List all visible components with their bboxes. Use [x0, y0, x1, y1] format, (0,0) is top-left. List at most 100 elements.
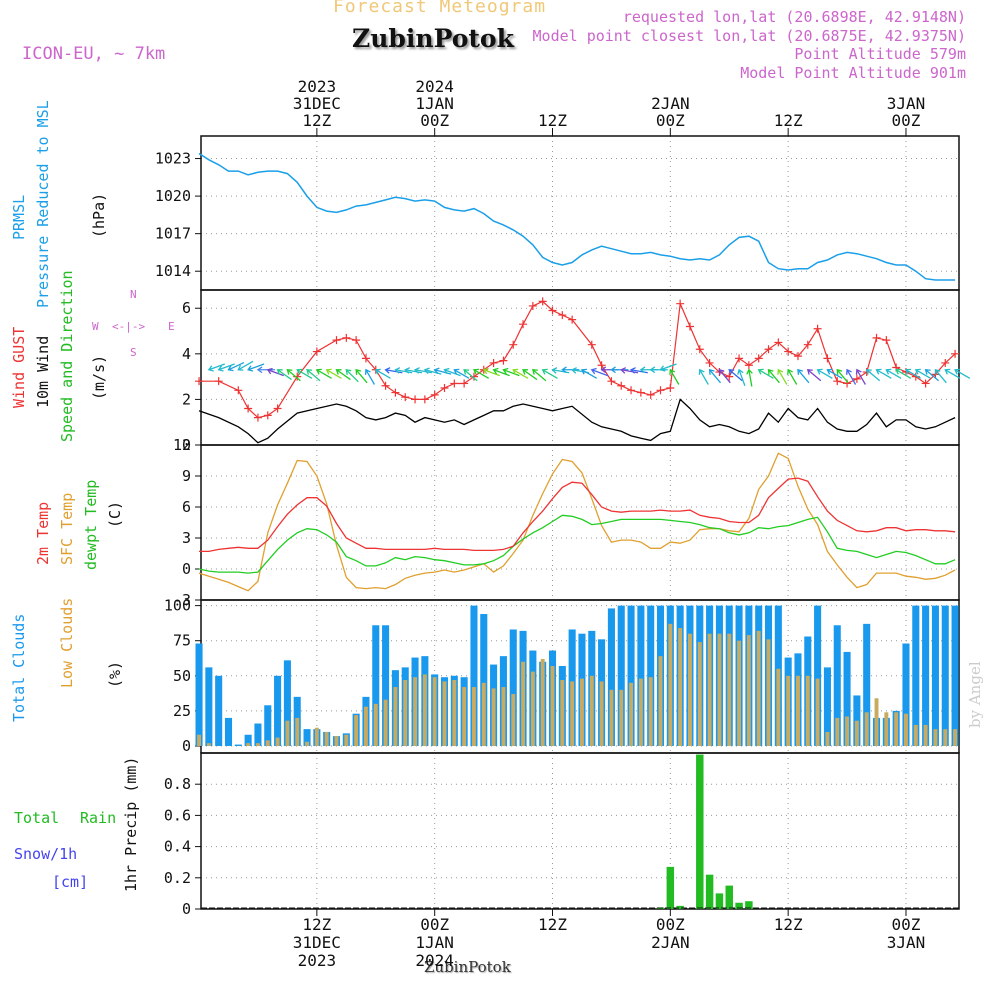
total-cloud-bar	[283, 660, 291, 746]
gust-marker	[627, 386, 636, 395]
bottom-time-label: 1JAN	[415, 933, 454, 952]
wind-arrow	[846, 369, 857, 385]
wind-arrow-head	[404, 367, 411, 374]
bottom-time-label: 2024	[415, 951, 454, 970]
gust-marker	[263, 411, 272, 420]
wind-arrow-head	[580, 368, 587, 375]
bottom-time-label: 12Z	[774, 915, 803, 934]
gust-marker	[695, 345, 704, 354]
wind-arrow	[768, 369, 780, 384]
gust-marker	[617, 381, 626, 390]
total-cloud-bar	[951, 605, 959, 746]
wind-arrow	[709, 369, 722, 384]
wind-arrow	[532, 369, 547, 382]
low-cloud-bar	[491, 688, 496, 746]
wind-arrow	[905, 369, 922, 379]
wind-arrow	[728, 369, 743, 382]
gust-marker	[882, 336, 891, 345]
top-time-label: 00Z	[420, 111, 449, 130]
wind-arrow	[503, 369, 520, 377]
wind-arrow	[365, 369, 376, 385]
panel-frame	[200, 752, 960, 910]
wind-arrow	[512, 369, 529, 379]
wind-arrow-head	[413, 367, 420, 374]
gust-marker	[803, 340, 812, 349]
y-tick-label: 75	[173, 632, 191, 650]
rain-bar	[666, 866, 675, 909]
y-tick-label: 1020	[155, 187, 191, 205]
low-cloud-bar	[422, 674, 427, 746]
gust-marker	[784, 347, 793, 356]
wind-arrow-head	[247, 365, 254, 372]
total-cloud-bar	[372, 625, 380, 746]
wind-arrow-head	[355, 368, 362, 375]
total-cloud-bar	[224, 717, 233, 746]
wind-arrow-head	[315, 368, 322, 375]
sfc-temp-line	[198, 452, 956, 592]
wind-arrow-head	[737, 368, 744, 375]
wind-arrow	[738, 369, 746, 386]
wind-arrow	[621, 369, 639, 374]
wind-arrow-head	[453, 368, 460, 375]
wind-arrow	[866, 369, 881, 382]
y-tick-label: 9	[182, 467, 191, 485]
gust-marker	[538, 297, 547, 306]
wind-arrow	[434, 369, 452, 375]
gust-marker	[921, 379, 930, 388]
wind-arrow-head	[472, 368, 479, 375]
low-cloud-bar	[295, 717, 300, 746]
low-cloud-bar	[442, 681, 447, 746]
low-cloud-bar	[864, 712, 869, 746]
gust-marker	[244, 404, 253, 413]
low-cloud-bar	[668, 623, 673, 746]
wind-arrow	[453, 369, 470, 379]
low-cloud-bar	[383, 699, 388, 746]
wind-arrow-head	[502, 367, 509, 375]
wind-arrow-head	[237, 364, 244, 371]
top-time-label: 00Z	[656, 111, 685, 130]
low-cloud-bar	[913, 724, 918, 746]
bottom-time-label: 12Z	[538, 915, 567, 934]
wind-arrow	[699, 369, 709, 385]
wind-arrow-head	[797, 368, 803, 375]
gust-marker	[411, 395, 420, 404]
low-cloud-bar	[776, 668, 781, 746]
top-time-label: 12Z	[774, 111, 803, 130]
low-cloud-bar	[373, 703, 378, 746]
gust-marker	[705, 358, 714, 367]
wind-arrow-head	[836, 368, 843, 375]
y-tick-label: 50	[173, 667, 191, 685]
y-tick-label: 6	[182, 299, 191, 317]
gust-marker	[607, 377, 616, 386]
wind-arrow-head	[659, 365, 666, 372]
wind-arrow-head	[522, 369, 529, 375]
wind-arrow	[208, 363, 226, 371]
y-tick-label: 0	[182, 900, 191, 918]
low-cloud-bar	[815, 678, 820, 746]
low-cloud-bar	[805, 675, 810, 746]
wind-arrow	[581, 369, 598, 379]
wind-arrow-head	[276, 369, 283, 375]
gust-marker	[214, 377, 223, 386]
low-cloud-bar	[403, 680, 408, 746]
wind-arrow	[591, 369, 608, 377]
wind-arrow	[797, 369, 810, 384]
wind-arrow-head	[463, 369, 470, 375]
low-cloud-bar	[904, 713, 908, 746]
low-cloud-bar	[540, 658, 545, 746]
top-time-label: 2024	[415, 77, 454, 96]
low-cloud-bar	[953, 729, 958, 746]
gust-marker	[381, 381, 390, 390]
pressure-line	[198, 152, 956, 281]
page-title: ZubinPotok	[352, 24, 514, 53]
wind-arrow-head	[924, 369, 931, 375]
y-tick-label: 0.4	[164, 838, 191, 856]
wind-arrow-head	[639, 366, 646, 374]
total-cloud-bar	[205, 667, 213, 746]
wind-arrow-head	[816, 368, 823, 375]
gust-marker	[469, 372, 478, 381]
bottom-time-label: 3JAN	[887, 933, 926, 952]
gust-marker	[793, 352, 802, 361]
compass-west: W	[92, 320, 99, 333]
y-tick-label: 2	[182, 390, 191, 408]
